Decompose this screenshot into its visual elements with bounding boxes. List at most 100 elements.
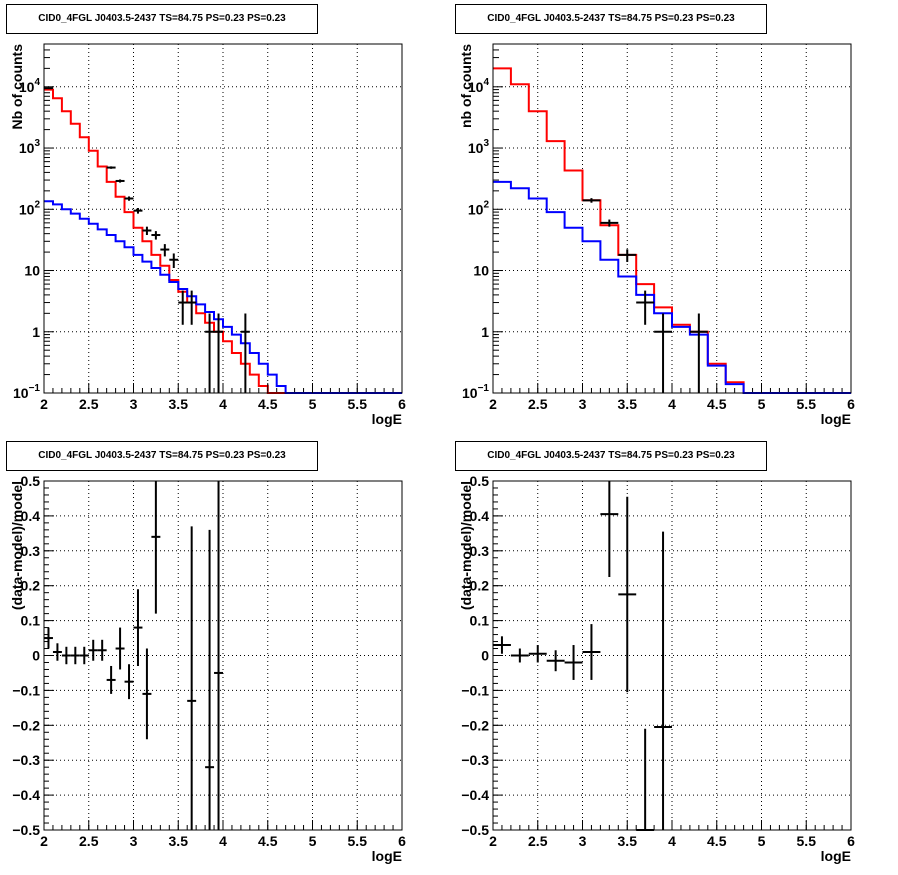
x-tick-label: 3.5 — [618, 833, 638, 849]
data-point — [689, 313, 708, 393]
x-axis-label: logE — [821, 411, 851, 427]
y-tick-label: 0.1 — [21, 613, 41, 629]
y-tick-label: −0.1 — [461, 682, 489, 698]
chart-svg-3: 2 2.5 3 3.5 4 4.5 5 5.5 6 −0.5 −0.4 −0.3 −0.2 −0.1 0 0.… — [458, 473, 855, 864]
y-axis-label: nb of counts — [458, 44, 474, 128]
x-tick-label: 4 — [668, 833, 676, 849]
data-point — [600, 219, 619, 227]
data-point — [636, 290, 655, 325]
y-tick-label: 10 — [24, 263, 40, 279]
data-point — [169, 253, 179, 268]
data-point — [88, 639, 98, 661]
y-tick-label: −0.4 — [461, 787, 489, 803]
data-point — [178, 290, 188, 325]
x-axis-label: logE — [821, 848, 851, 864]
y-minor-ticks — [493, 49, 499, 376]
y-tick-label: 0.3 — [21, 543, 41, 559]
data-point — [654, 531, 672, 830]
data-point — [160, 244, 170, 257]
data-point — [510, 648, 529, 663]
x-tick-label: 5 — [758, 833, 766, 849]
data-point — [124, 664, 134, 700]
x-tick-label: 5 — [309, 396, 317, 412]
chart-svg-0: 2 2.5 3 3.5 4 4.5 5 5.5 6 10−1 1 10 102 103 104 logE Nb … — [9, 43, 406, 427]
data-point — [61, 646, 71, 665]
x-tick-label: 3 — [579, 396, 587, 412]
data-point — [44, 627, 53, 649]
data-point — [142, 226, 152, 236]
y-tick-label: 1 — [481, 324, 489, 340]
x-tick-label: 5.5 — [797, 396, 817, 412]
y-tick-label: 0 — [32, 648, 40, 664]
x-tick-label: 5 — [309, 833, 317, 849]
x-tick-label: 2 — [40, 833, 48, 849]
chart-title: CID0_4FGL J0403.5-2437 TS=84.75 PS=0.23 … — [6, 4, 318, 34]
y-tick-label: 0.5 — [470, 473, 490, 489]
x-tick-label: 4.5 — [707, 396, 727, 412]
pad-bottom-right: CID0_4FGL J0403.5-2437 TS=84.75 PS=0.23 … — [449, 437, 898, 875]
data-point — [151, 481, 161, 614]
y-tick-label: 104 — [468, 77, 490, 95]
y-tick-label: 0 — [481, 648, 489, 664]
x-tick-label: 3.5 — [169, 833, 189, 849]
x-tick-label: 2 — [489, 833, 497, 849]
data-point — [44, 87, 53, 90]
data-point — [106, 166, 116, 169]
chart-title: CID0_4FGL J0403.5-2437 TS=84.75 PS=0.23 … — [6, 441, 318, 471]
y-tick-label: 0.3 — [470, 543, 490, 559]
data-point — [115, 627, 125, 670]
data-point — [528, 645, 547, 663]
y-axis-label: (data-model)/model — [458, 481, 474, 610]
data-point — [97, 639, 107, 661]
x-tick-label: 4 — [668, 396, 676, 412]
data-point — [636, 728, 655, 831]
data-point — [70, 646, 80, 665]
y-axis-label: (data-model)/model — [9, 481, 25, 610]
y-tick-label: 1 — [32, 324, 40, 340]
y-tick-label: −0.1 — [12, 682, 40, 698]
x-tick-label: 2.5 — [528, 833, 548, 849]
data-point — [115, 179, 125, 183]
data-point — [187, 526, 197, 830]
chart-title: CID0_4FGL J0403.5-2437 TS=84.75 PS=0.23 … — [455, 4, 767, 34]
grid — [44, 481, 402, 830]
x-tick-label: 4.5 — [707, 833, 727, 849]
y-tick-label: 103 — [468, 138, 490, 156]
data-point — [187, 290, 197, 325]
x-tick-label: 5 — [758, 396, 766, 412]
y-tick-label: 10 — [473, 263, 489, 279]
data-point — [618, 496, 637, 693]
data-point — [582, 624, 601, 680]
y-tick-label: −0.4 — [12, 787, 40, 803]
data-point — [618, 249, 637, 262]
data-point — [124, 196, 134, 201]
y-tick-label: 103 — [19, 138, 41, 156]
x-tick-label: 2 — [40, 396, 48, 412]
data-point — [142, 648, 152, 740]
y-minor-ticks — [44, 49, 50, 376]
x-tick-label: 3.5 — [169, 396, 189, 412]
y-tick-label: −0.5 — [461, 822, 489, 838]
x-tick-label: 4 — [219, 396, 227, 412]
histogram-series-1 — [493, 180, 851, 394]
x-tick-label: 6 — [398, 833, 406, 849]
data-point — [106, 665, 116, 694]
y-tick-label: 104 — [19, 77, 41, 95]
x-tick-label: 6 — [398, 396, 406, 412]
y-tick-label: 0.2 — [21, 578, 41, 594]
y-axis-label: Nb of counts — [9, 44, 25, 130]
chart-svg-2: 2 2.5 3 3.5 4 4.5 5 5.5 6 −0.5 −0.4 −0.3 −0.2 −0.1 0 0.… — [9, 473, 406, 864]
data-point — [582, 198, 601, 203]
data-point — [79, 646, 89, 665]
y-tick-label: 0.4 — [470, 508, 490, 524]
y-tick-label: −0.5 — [12, 822, 40, 838]
data-point — [564, 645, 583, 680]
data-point — [493, 636, 511, 654]
grid — [493, 481, 851, 830]
x-axis-label: logE — [372, 411, 402, 427]
data-point — [133, 589, 143, 666]
pad-top-left: CID0_4FGL J0403.5-2437 TS=84.75 PS=0.23 … — [0, 0, 449, 437]
x-tick-label: 6 — [847, 396, 855, 412]
data-point — [52, 643, 62, 661]
histogram-series-0 — [44, 88, 402, 394]
